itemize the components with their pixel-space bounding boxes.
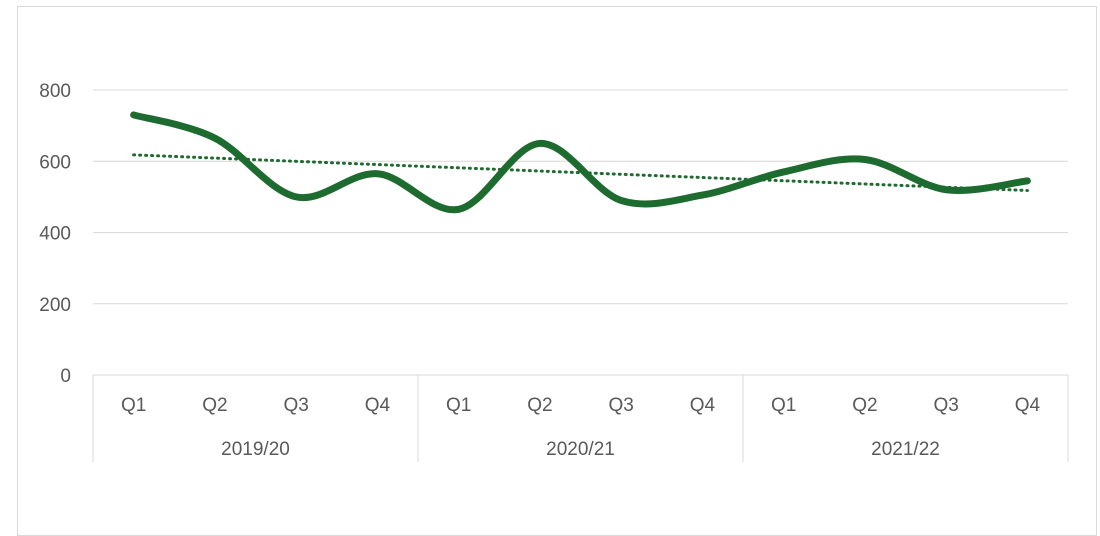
x-tick-label: Q3 — [933, 395, 958, 416]
x-tick-label: Q1 — [121, 395, 146, 416]
value-axis-labels: 0 200 400 600 800 — [39, 81, 71, 387]
group-label: 2020/21 — [546, 439, 615, 460]
x-tick-label: Q2 — [527, 395, 552, 416]
y-tick-label: 800 — [39, 81, 71, 102]
y-tick-label: 0 — [60, 366, 71, 387]
gridlines — [93, 89, 1068, 305]
y-tick-label: 600 — [39, 152, 71, 173]
group-label: 2021/22 — [871, 439, 940, 460]
x-tick-label: Q3 — [608, 395, 633, 416]
x-tick-label: Q2 — [852, 395, 877, 416]
x-tick-label: Q4 — [1015, 395, 1041, 416]
x-tick-label: Q4 — [365, 395, 391, 416]
x-tick-label: Q1 — [446, 395, 471, 416]
group-label: 2019/20 — [221, 439, 290, 460]
y-tick-label: 400 — [39, 224, 71, 245]
x-tick-label: Q1 — [771, 395, 796, 416]
group-labels: 2019/20 2020/21 2021/22 — [221, 439, 940, 460]
x-tick-label: Q4 — [690, 395, 716, 416]
series-line — [130, 111, 1031, 214]
y-tick-label: 200 — [39, 295, 71, 316]
trendline — [132, 153, 1029, 192]
x-tick-label: Q3 — [283, 395, 308, 416]
category-axis — [92, 374, 1069, 462]
chart-frame — [17, 6, 1097, 536]
category-labels: Q1 Q2 Q3 Q4 Q1 Q2 Q3 Q4 Q1 Q2 Q3 Q4 — [121, 395, 1041, 416]
x-tick-label: Q2 — [202, 395, 227, 416]
